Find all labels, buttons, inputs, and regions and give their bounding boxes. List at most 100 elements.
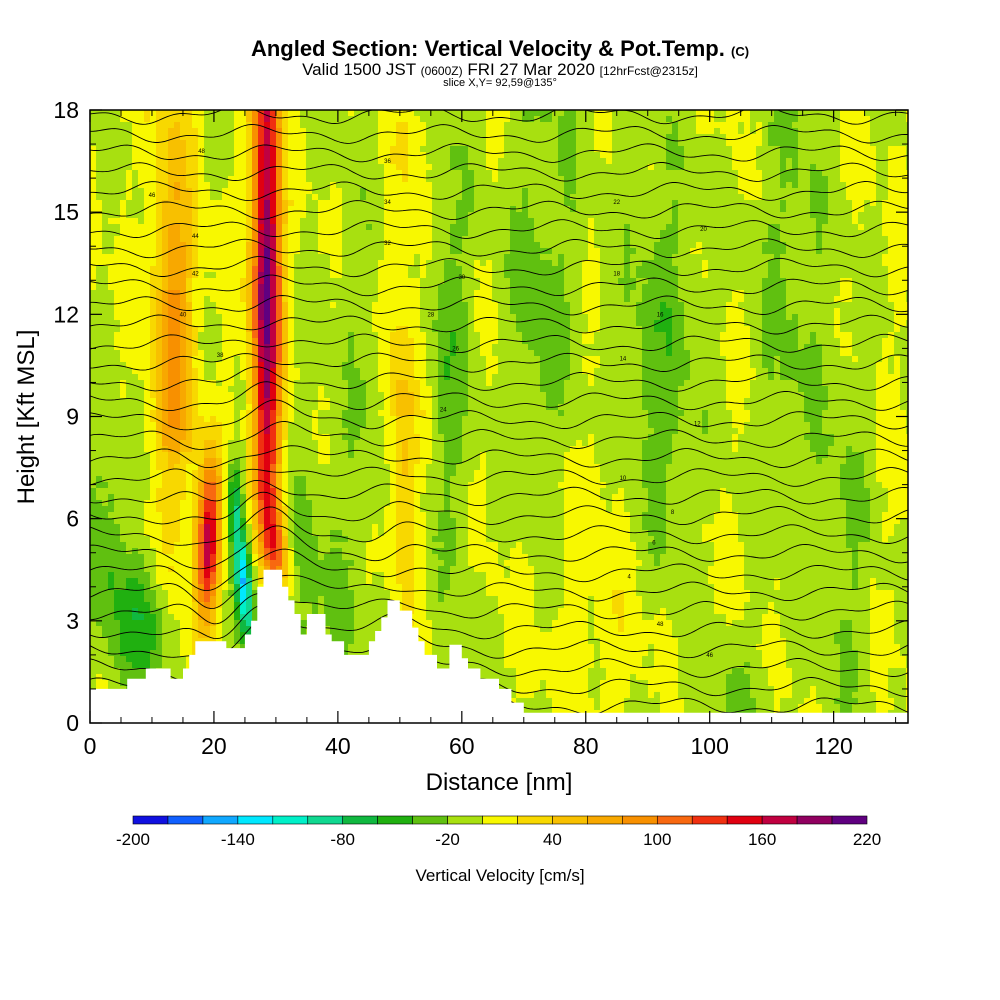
contour-label: 24 xyxy=(440,408,447,414)
colorbar-swatch xyxy=(132,815,169,825)
contour-label: 6 xyxy=(652,541,656,547)
contour-label: 4 xyxy=(627,575,631,581)
theta-contour xyxy=(90,366,908,392)
chart-title-main: Angled Section: Vertical Velocity & Pot.… xyxy=(250,36,725,61)
colorbar-swatch xyxy=(342,815,378,825)
colorbar-swatch xyxy=(202,815,239,825)
theta-contour xyxy=(90,200,908,221)
contour-label: 28 xyxy=(427,312,434,318)
valid-date: FRI 27 Mar 2020 xyxy=(467,60,595,79)
contour-label: 12 xyxy=(694,421,701,427)
slice-info: slice X,Y= 92,59@135° xyxy=(443,77,557,89)
theta-contour xyxy=(90,143,908,163)
x-tick-label: 40 xyxy=(325,733,351,759)
colorbar-swatch xyxy=(726,815,763,825)
theta-contour xyxy=(90,445,908,469)
theta-contour xyxy=(90,491,908,526)
velocity-field xyxy=(90,110,908,723)
contour-label: 16 xyxy=(657,312,664,318)
theta-contour xyxy=(90,381,908,412)
theta-contour xyxy=(90,548,908,592)
colorbar-label: Vertical Velocity [cm/s] xyxy=(415,866,584,885)
chart-title: Angled Section: Vertical Velocity & Pot.… xyxy=(0,36,1000,62)
theta-contour xyxy=(90,219,908,239)
contour-label: 14 xyxy=(620,357,627,363)
x-tick-label: 60 xyxy=(449,733,475,759)
theta-contour xyxy=(90,604,908,640)
contour-label: 46 xyxy=(706,653,713,659)
colorbar-swatch xyxy=(691,815,728,825)
theta-contour xyxy=(90,352,908,373)
y-tick-label: 0 xyxy=(66,710,79,736)
contour-label: 30 xyxy=(458,275,465,281)
theta-contour xyxy=(90,274,908,297)
x-axis-label: Distance [nm] xyxy=(426,769,573,796)
contour-label: 22 xyxy=(613,200,620,206)
contour-label: 38 xyxy=(217,353,224,359)
forecast-info: [12hrFcst@2315z] xyxy=(599,64,698,78)
theta-contour xyxy=(90,421,908,450)
contour-label: 26 xyxy=(452,346,459,352)
colorbar-tick-label: 100 xyxy=(643,830,671,849)
colorbar-tick-label: -80 xyxy=(330,830,355,849)
x-tick-label: 80 xyxy=(573,733,599,759)
colorbar-swatch xyxy=(622,815,658,825)
colorbar-tick-label: 40 xyxy=(543,830,562,849)
y-tick-label: 3 xyxy=(66,608,79,634)
y-tick-label: 12 xyxy=(53,301,79,327)
theta-contour xyxy=(90,124,908,144)
y-tick-label: 15 xyxy=(53,199,79,225)
theta-contour xyxy=(90,181,908,202)
colorbar-swatch xyxy=(517,815,553,825)
colorbar-swatch xyxy=(552,815,588,825)
colorbar-tick-label: 220 xyxy=(853,830,881,849)
colorbar-swatch xyxy=(447,815,483,825)
valid-time: Valid 1500 JST xyxy=(302,60,416,79)
contour-label: 46 xyxy=(149,193,156,199)
theta-contour xyxy=(90,333,908,354)
x-tick-label: 0 xyxy=(84,733,97,759)
theta-contour xyxy=(90,592,908,625)
y-axis-label: Height [Kft MSL] xyxy=(13,330,40,505)
contour-label: 48 xyxy=(657,622,664,628)
y-tick-label: 9 xyxy=(66,404,79,430)
contour-label: 40 xyxy=(180,312,187,318)
x-tick-label: 20 xyxy=(201,733,227,759)
contour-label: 10 xyxy=(620,476,627,482)
colorbar-swatch xyxy=(482,815,518,825)
theta-contour xyxy=(90,162,908,182)
colorbar-tick-label: -20 xyxy=(435,830,460,849)
colorbar-swatch xyxy=(167,815,204,825)
valid-utc: (0600Z) xyxy=(420,64,463,78)
colorbar-swatch xyxy=(587,815,623,825)
contour-label: 34 xyxy=(384,200,391,206)
x-tick-label: 100 xyxy=(691,733,729,759)
theta-contour xyxy=(90,110,908,125)
contour-label: 20 xyxy=(700,227,707,233)
theta-contour xyxy=(90,466,908,487)
colorbar-tick-label: -200 xyxy=(116,830,150,849)
theta-contour xyxy=(90,314,908,335)
contour-label: 36 xyxy=(384,159,391,165)
theta-contour xyxy=(90,238,908,259)
theta-contour xyxy=(90,295,908,316)
colorbar-swatch xyxy=(377,815,413,825)
contour-label: 42 xyxy=(192,271,199,277)
terrain-mask xyxy=(90,569,908,724)
colorbar-swatch xyxy=(656,815,693,825)
contour-label: 48 xyxy=(198,149,205,155)
theta-contour xyxy=(90,399,908,431)
colorbar-tick-label: -140 xyxy=(221,830,255,849)
colorbar: -200 -140 -80 -20 40 100 160 220 xyxy=(116,815,881,849)
colorbar-tick-label: 160 xyxy=(748,830,776,849)
theta-contour xyxy=(90,479,908,507)
theta-contour xyxy=(90,256,908,278)
chart-subtitle: Valid 1500 JST (0600Z) FRI 27 Mar 2020 [… xyxy=(0,60,1000,80)
colorbar-swatch xyxy=(761,815,798,825)
colorbar-swatch xyxy=(412,815,448,825)
colorbar-swatch xyxy=(307,815,344,825)
chart-title-suffix: (C) xyxy=(731,44,750,59)
theta-contour xyxy=(90,525,908,570)
colorbar-swatch xyxy=(796,815,833,825)
